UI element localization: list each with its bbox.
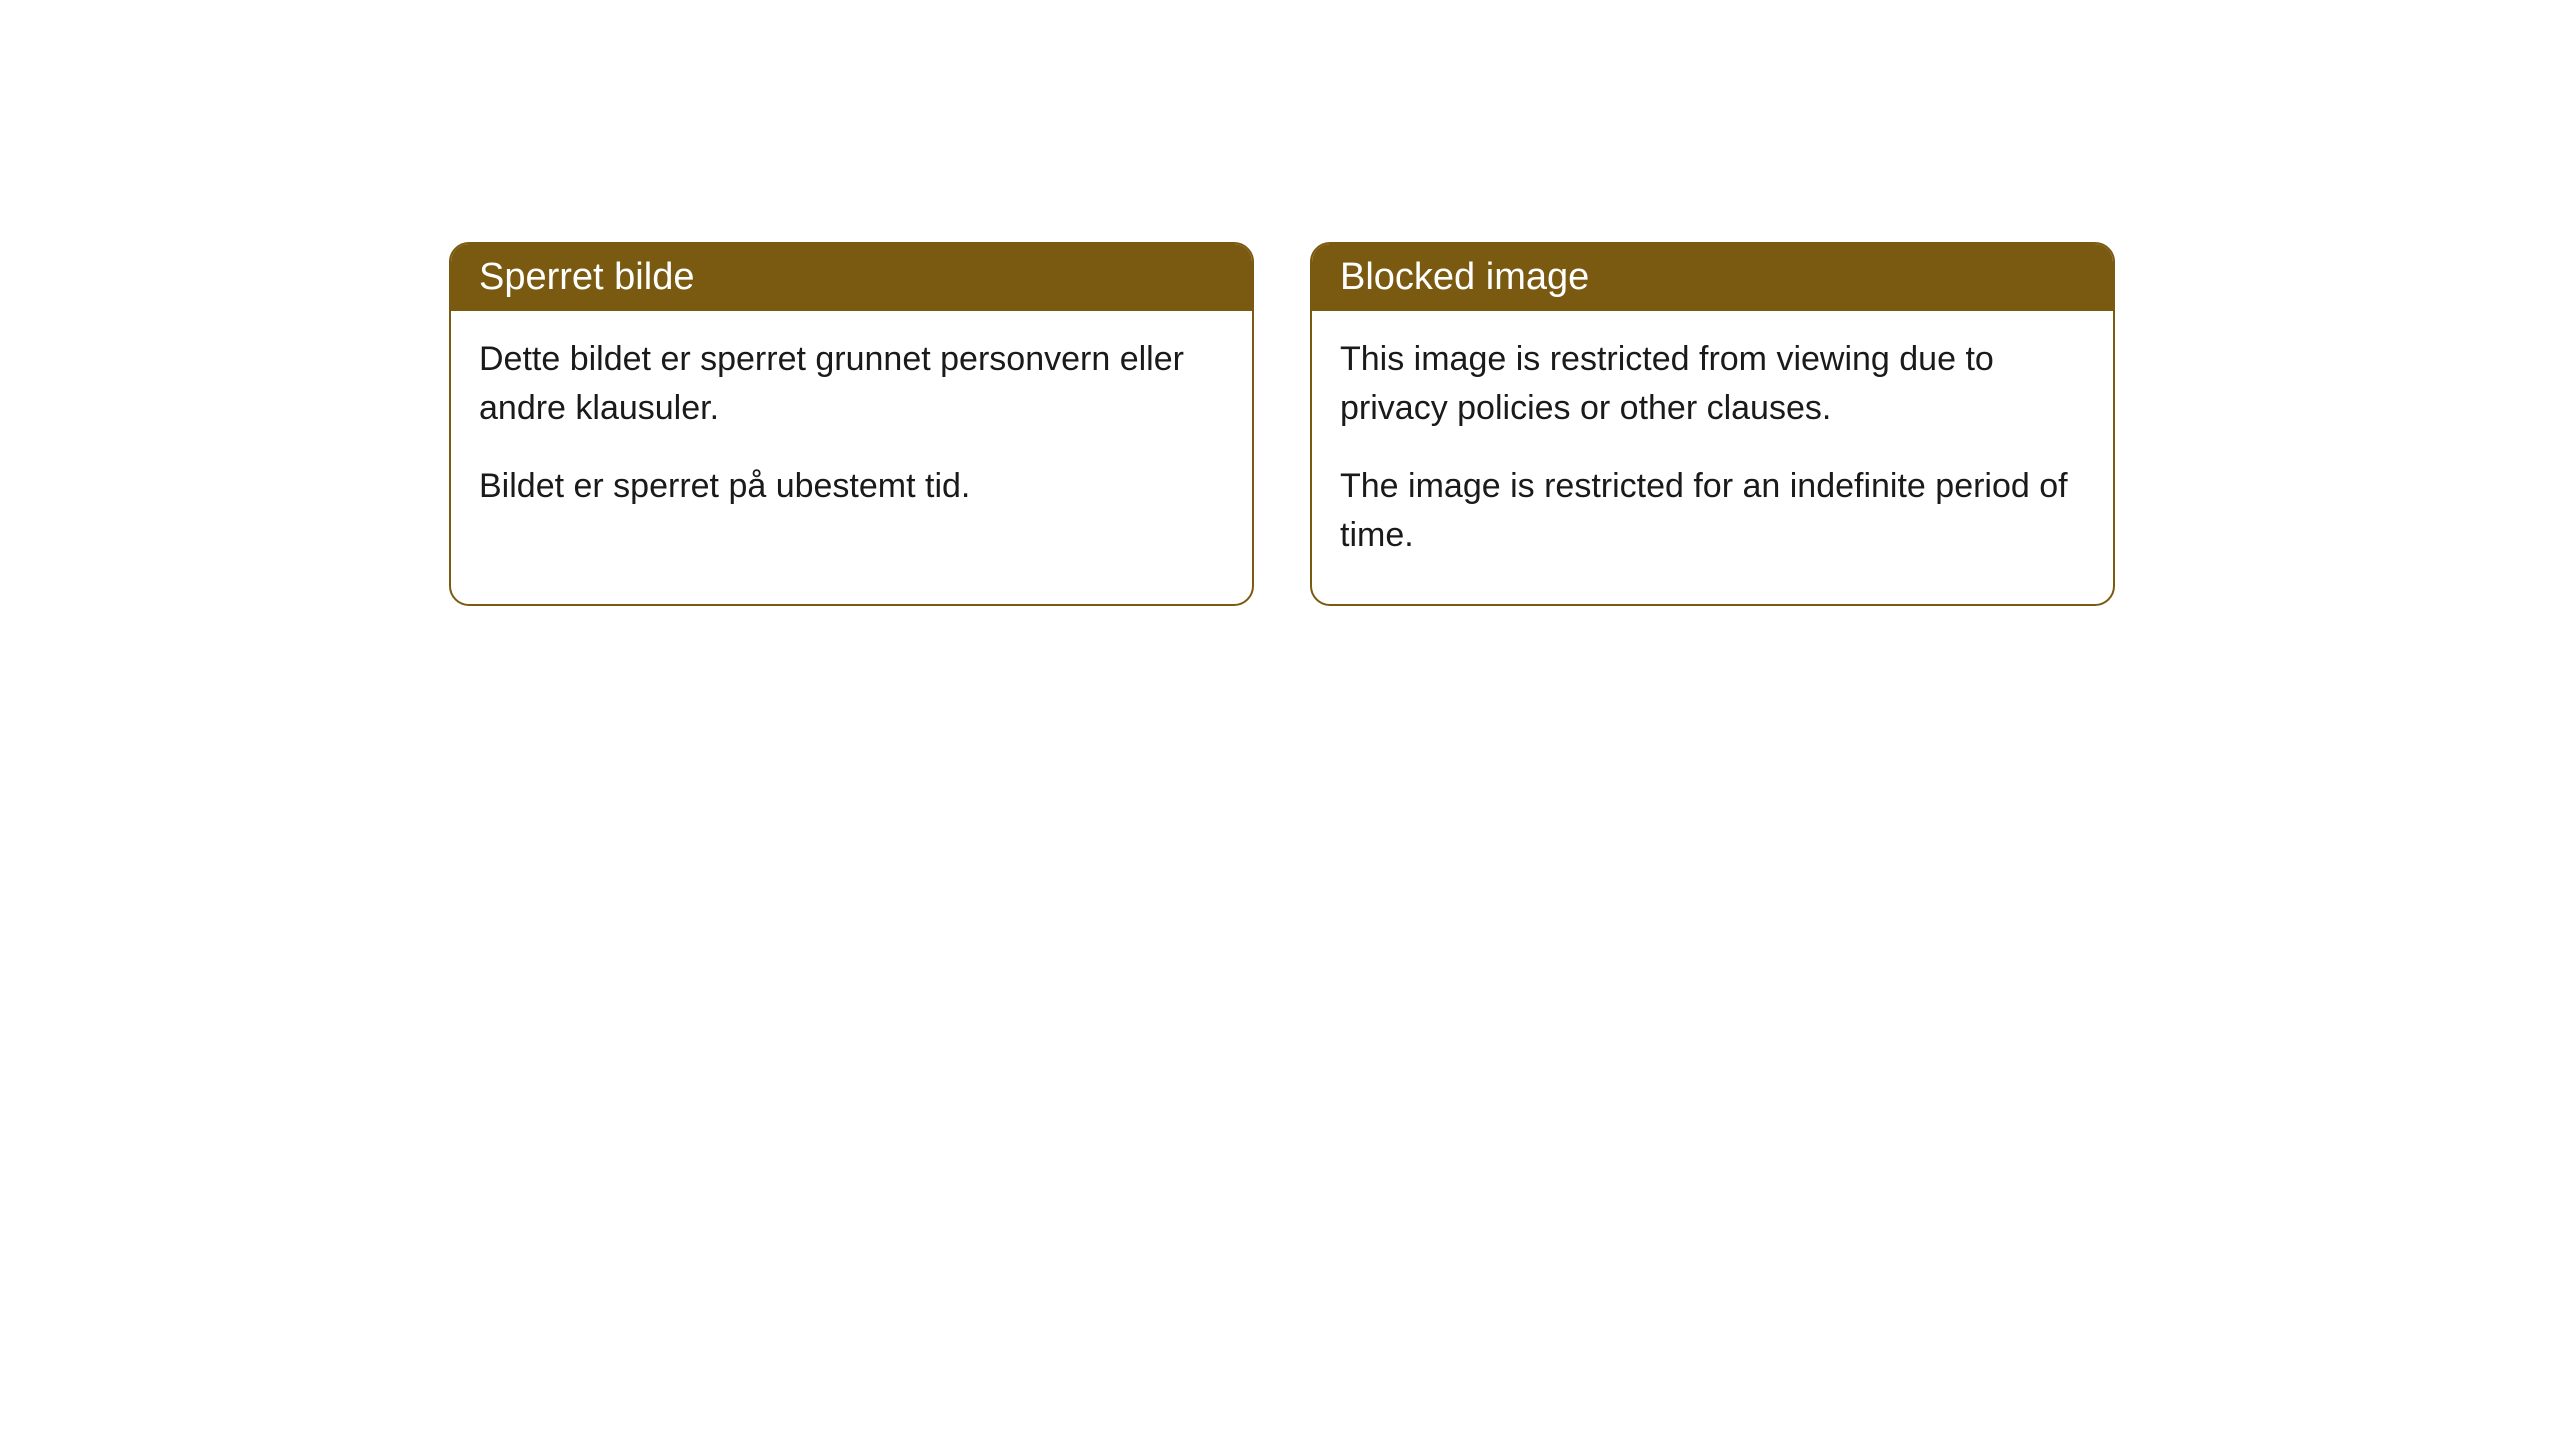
- card-english: Blocked image This image is restricted f…: [1310, 242, 2115, 606]
- card-paragraph-1: This image is restricted from viewing du…: [1340, 335, 2085, 434]
- card-paragraph-2: The image is restricted for an indefinit…: [1340, 462, 2085, 561]
- cards-container: Sperret bilde Dette bildet er sperret gr…: [449, 242, 2115, 606]
- card-paragraph-1: Dette bildet er sperret grunnet personve…: [479, 335, 1224, 434]
- card-header-norwegian: Sperret bilde: [451, 244, 1252, 311]
- card-norwegian: Sperret bilde Dette bildet er sperret gr…: [449, 242, 1254, 606]
- card-header-english: Blocked image: [1312, 244, 2113, 311]
- card-paragraph-2: Bildet er sperret på ubestemt tid.: [479, 462, 1224, 511]
- card-body-norwegian: Dette bildet er sperret grunnet personve…: [451, 311, 1252, 555]
- card-body-english: This image is restricted from viewing du…: [1312, 311, 2113, 604]
